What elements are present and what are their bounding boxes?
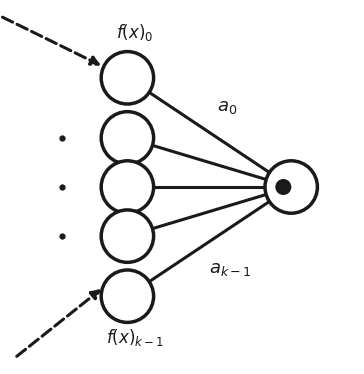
Text: $f(x)_{k-1}$: $f(x)_{k-1}$ bbox=[106, 327, 164, 348]
Circle shape bbox=[275, 179, 291, 195]
Circle shape bbox=[101, 270, 154, 322]
Text: $a_{k-1}$: $a_{k-1}$ bbox=[209, 260, 252, 278]
Circle shape bbox=[101, 52, 154, 104]
Circle shape bbox=[265, 161, 317, 213]
Text: $a_0$: $a_0$ bbox=[217, 98, 237, 116]
Circle shape bbox=[101, 210, 154, 262]
Circle shape bbox=[101, 112, 154, 164]
Circle shape bbox=[101, 161, 154, 213]
Text: $f(x)_0$: $f(x)_0$ bbox=[116, 22, 153, 43]
